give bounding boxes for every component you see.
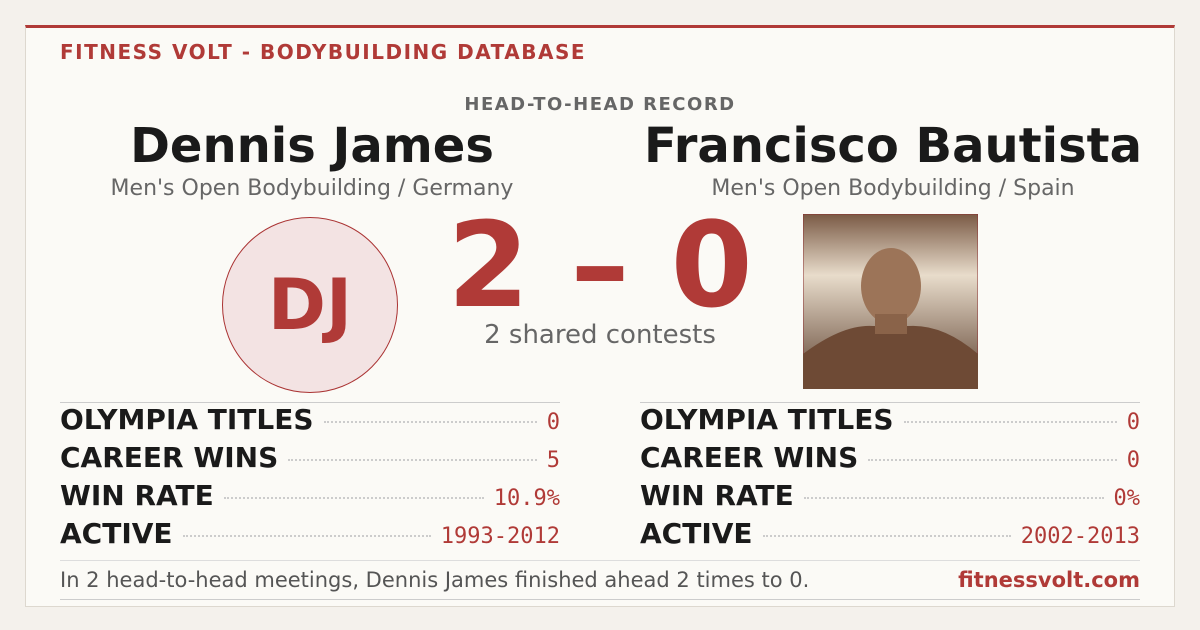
leader [223, 497, 484, 499]
stat-row: OLYMPIA TITLES 0 [640, 403, 1140, 441]
brand: FITNESS VOLT - BODYBUILDING DATABASE [60, 40, 587, 64]
stat-value: 0 [1126, 410, 1140, 435]
stat-label: WIN RATE [60, 479, 214, 512]
stat-label: WIN RATE [640, 479, 794, 512]
athlete-name: Dennis James [130, 118, 494, 174]
athlete-division: Men's Open Bodybuilding / Spain [711, 176, 1075, 201]
stat-value: 1993-2012 [440, 524, 560, 549]
stat-label: CAREER WINS [60, 441, 279, 474]
stat-row: ACTIVE 2002-2013 [640, 517, 1140, 555]
stat-label: OLYMPIA TITLES [60, 403, 314, 436]
leader [762, 535, 1011, 537]
leader [803, 497, 1104, 499]
card [25, 25, 1175, 607]
stat-value: 5 [546, 448, 560, 473]
stat-label: ACTIVE [60, 517, 173, 550]
shared-contests: 2 shared contests [484, 320, 716, 350]
stat-value: 0 [1126, 448, 1140, 473]
leader [288, 459, 537, 461]
stat-value: 0 [546, 410, 560, 435]
footer: In 2 head-to-head meetings, Dennis James… [60, 560, 1140, 600]
leader [868, 459, 1117, 461]
stat-value: 0% [1113, 486, 1141, 511]
stat-row: OLYMPIA TITLES 0 [60, 403, 560, 441]
stats: OLYMPIA TITLES 0 CAREER WINS 5 WIN RATE 10.9%… [60, 402, 560, 555]
score: 2 – 0 [447, 196, 753, 334]
athlete-photo [803, 214, 978, 389]
leader [323, 421, 537, 423]
avatar-initials: DJ [222, 217, 398, 393]
stat-row: CAREER WINS 0 [640, 441, 1140, 479]
site-link[interactable]: fitnessvolt.com [958, 568, 1140, 592]
stat-label: ACTIVE [640, 517, 753, 550]
stat-row: CAREER WINS 5 [60, 441, 560, 479]
summary: In 2 head-to-head meetings, Dennis James… [60, 568, 810, 592]
athlete-division: Men's Open Bodybuilding / Germany [110, 176, 514, 201]
stat-value: 10.9% [493, 486, 560, 511]
stat-label: CAREER WINS [640, 441, 859, 474]
athlete-name: Francisco Bautista [643, 118, 1143, 174]
stat-row: ACTIVE 1993-2012 [60, 517, 560, 555]
stat-label: OLYMPIA TITLES [640, 403, 894, 436]
stats: OLYMPIA TITLES 0 CAREER WINS 0 WIN RATE 0% ACT… [640, 402, 1140, 555]
leader [903, 421, 1117, 423]
record-label: HEAD-TO-HEAD RECORD [464, 94, 736, 115]
leader [182, 535, 431, 537]
stat-row: WIN RATE 10.9% [60, 479, 560, 517]
stat-value: 2002-2013 [1020, 524, 1140, 549]
stat-row: WIN RATE 0% [640, 479, 1140, 517]
